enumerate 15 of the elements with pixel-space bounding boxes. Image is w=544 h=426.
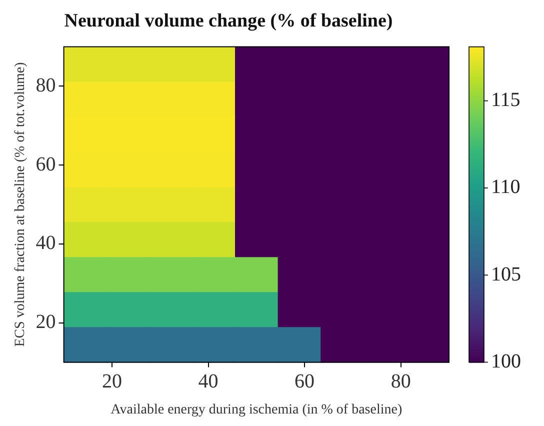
color-bar-label: 115 bbox=[491, 89, 520, 112]
y-tick-label: 80 bbox=[36, 74, 56, 96]
chart-title: Neuronal volume change (% of baseline) bbox=[64, 10, 393, 32]
color-bar-label: 100 bbox=[491, 350, 521, 372]
x-tick-label: 40 bbox=[198, 370, 218, 392]
x-tick-label: 60 bbox=[294, 370, 315, 392]
y-tick-label: 60 bbox=[36, 153, 56, 176]
color-bar-label: 110 bbox=[491, 176, 520, 198]
x-tick-label: 20 bbox=[102, 370, 122, 392]
y-axis-title: ECS volume fraction at baseline (% of tot.volume) bbox=[13, 62, 28, 347]
x-axis-title: Available energy during ischemia (in % of baseline) bbox=[110, 402, 402, 418]
color-bar-label: 105 bbox=[491, 263, 521, 286]
y-tick-label: 20 bbox=[36, 311, 56, 334]
x-tick-label: 80 bbox=[390, 370, 411, 392]
y-tick-label: 40 bbox=[36, 232, 56, 254]
